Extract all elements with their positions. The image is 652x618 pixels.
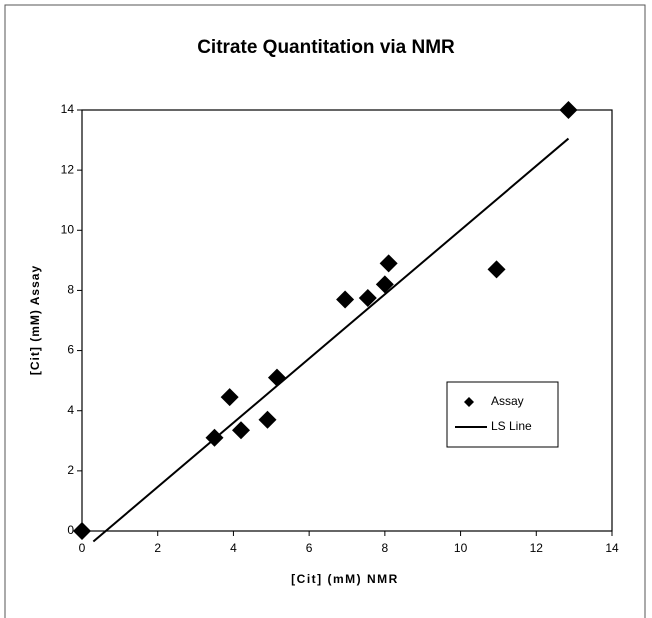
x-tick-label: 0 xyxy=(79,541,86,555)
y-tick-label: 8 xyxy=(67,283,74,297)
data-point xyxy=(220,388,239,407)
y-axis-label: [Cit] (mM) Assay xyxy=(28,265,42,375)
y-tick-label: 2 xyxy=(67,463,74,477)
y-tick-label: 4 xyxy=(67,403,74,417)
data-point xyxy=(258,410,277,429)
data-point xyxy=(375,275,394,294)
data-point xyxy=(267,368,286,387)
x-tick-label: 10 xyxy=(454,541,468,555)
y-tick-label: 12 xyxy=(61,162,75,176)
data-point xyxy=(559,101,578,119)
legend-label: LS Line xyxy=(491,419,532,433)
x-tick-label: 8 xyxy=(382,541,389,555)
chart-title: Citrate Quantitation via NMR xyxy=(197,37,455,58)
y-tick-label: 0 xyxy=(67,523,74,537)
y-tick-label: 6 xyxy=(67,343,74,357)
x-tick-label: 12 xyxy=(530,541,544,555)
data-point xyxy=(73,522,91,540)
legend-marker xyxy=(464,397,474,407)
data-point xyxy=(358,288,377,307)
x-tick-label: 14 xyxy=(605,541,619,555)
x-tick-label: 6 xyxy=(306,541,313,555)
legend-label: Assay xyxy=(491,394,524,408)
y-tick-label: 14 xyxy=(61,102,75,116)
x-tick-label: 4 xyxy=(230,541,237,555)
y-tick-label: 10 xyxy=(61,222,75,236)
data-point xyxy=(487,260,506,279)
chart-frame xyxy=(4,4,646,618)
x-tick-label: 2 xyxy=(154,541,161,555)
data-point xyxy=(336,290,355,309)
plot-area xyxy=(81,109,613,532)
fit-line xyxy=(92,137,570,543)
data-point xyxy=(232,421,250,440)
legend-box xyxy=(446,381,559,448)
data-point xyxy=(379,254,398,273)
x-axis-label: [Cit] (mM) NMR xyxy=(291,572,399,586)
